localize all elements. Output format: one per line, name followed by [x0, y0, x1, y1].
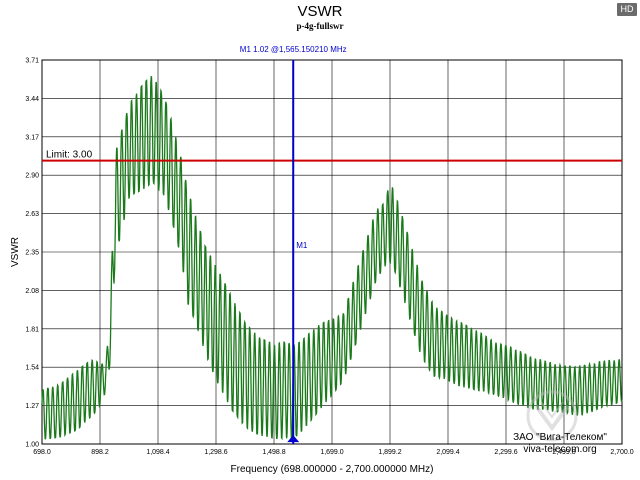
watermark-logo: [526, 390, 578, 442]
y-tick-label: 1.54: [25, 365, 39, 372]
y-tick-label: 3.17: [25, 134, 39, 141]
x-axis-label: Frequency (698.000000 - 2,700.000000 MHz…: [231, 464, 434, 475]
marker-arrow-icon[interactable]: [287, 435, 300, 443]
y-axis-ticks: 1.00 1.27 1.54 1.81 2.08 2.35 2.63 2.90 3.17 3.44…: [25, 58, 39, 449]
x-tick-label: 1,899.2: [378, 449, 401, 456]
chart-title: VSWR: [298, 3, 343, 20]
limit-label: Limit: 3.00: [46, 150, 93, 161]
y-tick-label: 2.90: [25, 173, 39, 180]
watermark-company: ЗАО "Вига-Телеком": [513, 432, 607, 443]
vswr-series-line: [41, 75, 623, 441]
x-tick-label: 2,099.4: [436, 449, 459, 456]
watermark-site: viva-telecom.org: [523, 444, 596, 455]
x-tick-label: 698.0: [33, 449, 51, 456]
y-tick-label: 1.27: [25, 403, 39, 410]
series-group: [41, 75, 623, 441]
chart-subtitle: p-4g-fullswr: [297, 21, 344, 31]
x-axis-ticks: 698.0 898.2 1,098.4 1,298.6 1,498.8 1,699.0 1,…: [33, 449, 634, 456]
x-tick-label: 898.2: [91, 449, 109, 456]
hd-badge[interactable]: HD: [617, 3, 637, 16]
x-tick-label: 2,700.0: [610, 449, 633, 456]
y-tick-label: 2.08: [25, 288, 39, 295]
x-tick-label: 2,499.8: [552, 449, 575, 456]
y-tick-label: 3.44: [25, 96, 39, 103]
y-tick-label: 1.81: [25, 326, 39, 333]
x-tick-label: 2,299.6: [494, 449, 517, 456]
y-tick-label: 2.63: [25, 211, 39, 218]
x-tick-label: 1,699.0: [320, 449, 343, 456]
marker-readout: M1 1.02 @1,565.150210 MHz: [240, 45, 347, 54]
y-tick-label: 3.71: [25, 58, 39, 65]
x-tick-label: 1,498.8: [262, 449, 285, 456]
grid-lines: [42, 60, 622, 444]
x-tick-label: 1,098.4: [146, 449, 169, 456]
y-tick-label: 1.00: [25, 442, 39, 449]
y-axis-label: VSWR: [10, 237, 21, 267]
plot-frame: [41, 59, 623, 445]
y-tick-label: 2.35: [25, 250, 39, 257]
marker-tag: M1: [296, 241, 308, 250]
x-tick-label: 1,298.6: [204, 449, 227, 456]
